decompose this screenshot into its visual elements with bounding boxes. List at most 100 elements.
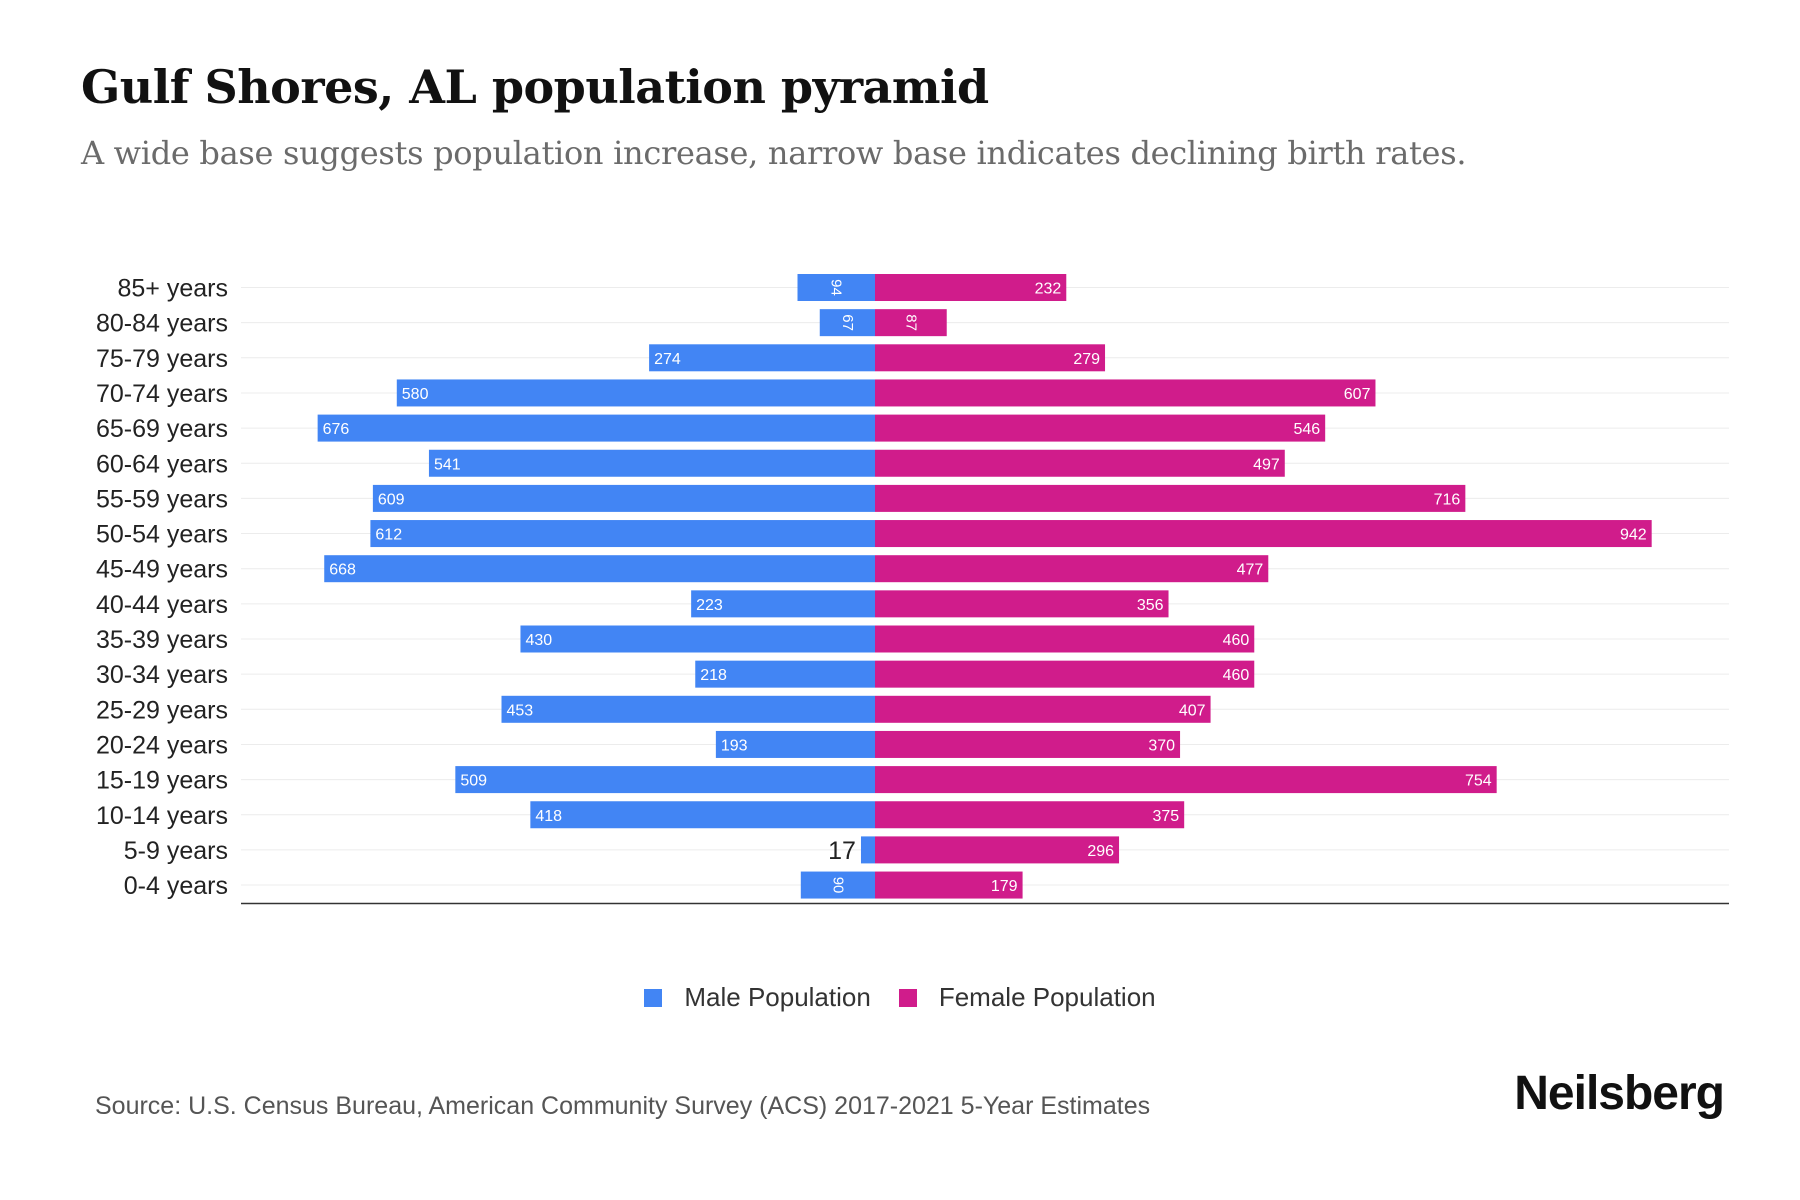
population-pyramid-chart: 85+ years 94 232 80-84 years 67 87 75-79 years… (96, 274, 1729, 905)
data-label-female-30-34-years: 460 (1223, 667, 1250, 684)
data-label-male-65-69-years: 676 (323, 421, 350, 438)
chart-subtitle: A wide base suggests population increase… (81, 134, 1467, 172)
bar-male-65-69-years (317, 414, 875, 442)
data-label-male-85-years: 94 (828, 279, 845, 296)
chart-legend: Male Population Female Population (0, 982, 1800, 1013)
data-label-male-75-79-years: 274 (654, 351, 681, 368)
bar-male-50-54-years (370, 520, 875, 548)
bar-male-5-9-years (860, 836, 875, 864)
data-label-male-55-59-years: 609 (378, 491, 405, 508)
legend-label-female: Female Population (938, 982, 1156, 1012)
bar-female-60-64-years (875, 449, 1285, 477)
bar-male-60-64-years (428, 449, 875, 477)
data-label-male-45-49-years: 668 (329, 562, 356, 579)
category-label-80-84-years: 80-84 years (96, 310, 228, 338)
category-label-20-24-years: 20-24 years (96, 731, 228, 759)
data-label-female-80-84-years: 87 (902, 314, 919, 331)
chart-title: Gulf Shores, AL population pyramid (81, 60, 989, 114)
category-label-40-44-years: 40-44 years (96, 591, 228, 619)
data-label-female-85-years: 232 (1035, 281, 1062, 298)
category-label-15-19-years: 15-19 years (96, 767, 228, 795)
data-label-female-5-9-years: 296 (1087, 843, 1114, 860)
bar-female-25-29-years (875, 695, 1211, 723)
legend-swatch-female (898, 988, 917, 1007)
legend-label-male: Male Population (684, 982, 871, 1012)
neilsberg-logo: Neilsberg (1514, 1067, 1725, 1120)
category-label-75-79-years: 75-79 years (96, 345, 228, 373)
category-label-65-69-years: 65-69 years (96, 415, 228, 443)
bar-female-50-54-years (875, 520, 1652, 548)
data-label-female-15-19-years: 754 (1465, 773, 1492, 790)
category-label-30-34-years: 30-34 years (96, 661, 228, 689)
data-label-female-70-74-years: 607 (1344, 386, 1371, 403)
data-label-female-45-49-years: 477 (1237, 562, 1264, 579)
bar-male-15-19-years (455, 766, 875, 794)
data-label-female-50-54-years: 942 (1620, 527, 1647, 544)
bar-male-80-84-years (819, 309, 875, 337)
bar-male-75-79-years (649, 344, 875, 372)
data-label-female-65-69-years: 546 (1293, 421, 1320, 438)
category-label-85-years: 85+ years (118, 275, 229, 303)
data-label-male-5-9-years: 17 (828, 837, 856, 865)
bar-female-15-19-years (875, 766, 1497, 794)
data-label-male-25-29-years: 453 (507, 702, 534, 719)
category-label-25-29-years: 25-29 years (96, 696, 228, 724)
bar-female-20-24-years (875, 730, 1181, 758)
category-label-10-14-years: 10-14 years (96, 802, 228, 830)
bar-male-35-39-years (520, 625, 875, 653)
bar-male-40-44-years (691, 590, 875, 618)
data-label-female-55-59-years: 716 (1434, 491, 1461, 508)
data-label-male-80-84-years: 67 (839, 314, 856, 331)
bar-male-30-34-years (695, 660, 875, 688)
bar-male-25-29-years (501, 695, 875, 723)
data-label-female-10-14-years: 375 (1152, 808, 1179, 825)
bar-female-80-84-years (875, 309, 947, 337)
bar-male-0-4-years (800, 871, 875, 899)
bar-male-55-59-years (372, 484, 875, 512)
data-label-female-25-29-years: 407 (1179, 702, 1206, 719)
data-label-male-35-39-years: 430 (525, 632, 552, 649)
bar-female-75-79-years (875, 344, 1106, 372)
legend-item-female[interactable]: Female Population (898, 982, 1156, 1013)
bar-female-85-years (875, 274, 1067, 301)
data-label-male-70-74-years: 580 (402, 386, 429, 403)
data-label-female-20-24-years: 370 (1148, 737, 1175, 754)
data-label-female-40-44-years: 356 (1137, 597, 1164, 614)
legend-swatch-male (644, 988, 663, 1007)
bar-female-45-49-years (875, 555, 1269, 583)
bar-male-85-years (797, 274, 875, 301)
data-label-male-30-34-years: 218 (700, 667, 727, 684)
data-label-female-35-39-years: 460 (1223, 632, 1250, 649)
data-label-male-50-54-years: 612 (375, 527, 402, 544)
bar-male-10-14-years (530, 801, 875, 829)
category-label-35-39-years: 35-39 years (96, 626, 228, 654)
data-label-male-0-4-years: 90 (829, 877, 846, 894)
category-label-70-74-years: 70-74 years (96, 380, 228, 408)
category-label-60-64-years: 60-64 years (96, 450, 228, 478)
data-label-male-40-44-years: 223 (696, 597, 723, 614)
data-label-male-10-14-years: 418 (535, 808, 562, 825)
bar-male-45-49-years (324, 555, 875, 583)
bar-female-35-39-years (875, 625, 1255, 653)
bar-female-40-44-years (875, 590, 1169, 618)
category-label-0-4-years: 0-4 years (124, 872, 228, 900)
legend-item-male[interactable]: Male Population (644, 982, 871, 1013)
data-label-female-75-79-years: 279 (1073, 351, 1100, 368)
bar-female-70-74-years (875, 379, 1376, 407)
bar-female-5-9-years (875, 836, 1120, 864)
data-label-male-20-24-years: 193 (721, 737, 748, 754)
category-label-55-59-years: 55-59 years (96, 485, 228, 513)
bar-male-20-24-years (715, 730, 875, 758)
bar-female-65-69-years (875, 414, 1326, 442)
data-label-male-15-19-years: 509 (460, 773, 487, 790)
category-label-5-9-years: 5-9 years (124, 837, 228, 865)
data-label-female-0-4-years: 179 (991, 878, 1018, 895)
data-label-female-60-64-years: 497 (1253, 456, 1280, 473)
bar-female-30-34-years (875, 660, 1255, 688)
category-label-50-54-years: 50-54 years (96, 521, 228, 549)
source-note: Source: U.S. Census Bureau, American Com… (95, 1092, 1151, 1120)
bar-female-0-4-years (875, 871, 1023, 899)
category-label-45-49-years: 45-49 years (96, 556, 228, 584)
data-label-male-60-64-years: 541 (434, 456, 461, 473)
bar-male-70-74-years (396, 379, 875, 407)
